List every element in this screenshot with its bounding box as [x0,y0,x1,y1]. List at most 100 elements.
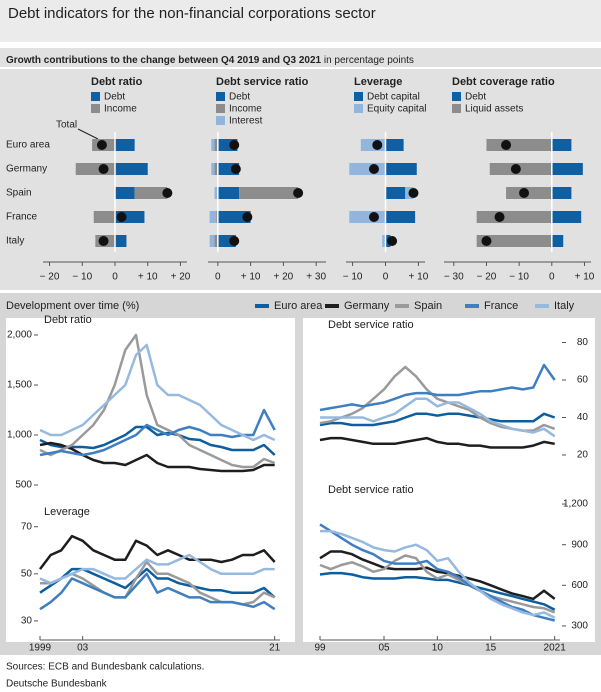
bar [382,235,386,247]
panel-title: Debt ratio [91,76,143,88]
legend-label: Debt [465,92,486,103]
bar [214,235,218,247]
bar [239,187,299,199]
panel-title: Debt coverage ratio [452,76,555,88]
bar [115,187,135,199]
category-label: Euro area [6,140,50,151]
x-tick-label: + 30 [306,272,326,283]
bar [209,235,215,247]
y-tick-label: 80 [577,337,589,348]
total-dot [494,212,505,222]
bar [211,163,215,175]
total-dot [408,188,419,198]
bar [115,163,148,175]
y-tick-label: 300 [571,621,588,632]
category-label: Spain [6,188,32,199]
total-dot [481,236,492,246]
series-line [39,553,275,585]
category-label: Germany [6,164,47,175]
y-tick-label: 1,200 [563,499,588,510]
series-line [319,571,556,611]
total-dot [229,236,240,246]
legend-label: Income [229,104,262,115]
legend-label: Interest [229,116,263,127]
bar [551,187,572,199]
x-tick-label: 21 [269,643,281,654]
x-tick-label: − 30 [444,272,464,283]
y-tick-label: 600 [571,580,588,591]
bar [115,139,135,151]
section-2-title: Development over time (%) [6,300,139,312]
series-line [319,523,556,622]
legend-swatch [354,104,363,113]
category-label: Italy [6,236,24,247]
series-line [39,408,276,457]
total-dot [372,140,383,150]
total-dot [116,212,127,222]
total-dot [98,236,109,246]
bar [551,163,583,175]
x-tick-label: 05 [378,643,390,654]
x-tick-label: + 10 [241,272,261,283]
legend-label: Income [104,104,137,115]
total-dot [242,212,253,222]
x-tick-label: 0 [215,272,221,283]
bar [476,211,552,223]
section-1-title: Growth contributions to the change betwe… [6,55,322,66]
series-line [319,436,555,449]
bar [209,211,217,223]
total-dot [501,140,512,150]
x-tick-label: + 10 [409,272,429,283]
bar [214,187,218,199]
x-tick-label: − 10 [343,272,363,283]
x-tick-label: 0 [112,272,118,283]
total-dot [519,188,530,198]
x-tick-label: 03 [77,643,89,654]
x-tick-label: 10 [432,643,444,654]
legend-label: Debt capital [367,92,420,103]
legend-label: Euro area [274,300,323,312]
bar [551,139,572,151]
bar [385,211,416,223]
bar [385,187,406,199]
bar [551,211,582,223]
x-tick-label: 0 [383,272,389,283]
x-tick-label: − 10 [509,272,529,283]
legend-label: France [484,300,518,312]
category-label: France [6,212,38,223]
section-1-unit: in percentage points [324,55,414,66]
panel-title: Debt service ratio [328,319,414,331]
total-dot [387,236,398,246]
y-tick-label: 30 [21,616,33,627]
legend-swatch [216,116,225,125]
bar [217,211,251,223]
series-line [319,554,556,614]
series-line [319,363,556,412]
series-line [320,529,556,619]
y-tick-label: 40 [577,412,589,423]
x-tick-label: − 10 [72,272,92,283]
total-dot [162,188,173,198]
legend-swatch [354,92,363,101]
bar [551,235,564,247]
panel-title: Leverage [44,506,90,518]
right-plot-bg [303,318,595,642]
panel-title: Leverage [354,76,402,88]
legend-swatch [91,104,100,113]
x-tick-label: 15 [485,643,497,654]
y-tick-label: 50 [21,568,33,579]
x-tick-label: + 10 [575,272,595,283]
legend-swatch [216,104,225,113]
bar [476,235,552,247]
legend-label: Liquid assets [465,104,523,115]
x-tick-label: 0 [549,272,555,283]
series-line [39,572,276,611]
x-tick-label: 1999 [29,643,52,654]
series-line [319,412,556,427]
bar [211,139,215,151]
legend-swatch [452,104,461,113]
bar [217,187,240,199]
legend-label: Debt [229,92,250,103]
bar [216,211,218,223]
